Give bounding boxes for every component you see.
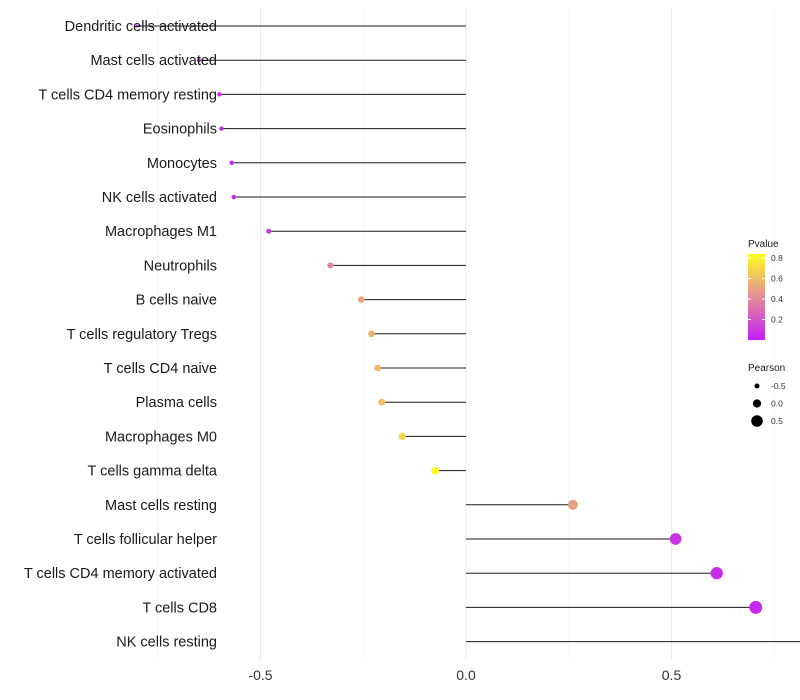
lollipop-point <box>368 330 375 338</box>
category-label: Macrophages M0 <box>105 429 217 445</box>
category-labels: Dendritic cells activated Mast cells acti… <box>24 19 218 651</box>
pearson-legend-dot <box>754 383 760 389</box>
category-label: T cells regulatory Tregs <box>67 327 217 343</box>
lollipop-point <box>229 160 234 166</box>
lollipop-stems <box>137 25 800 643</box>
colorbar-tick-label: 0.2 <box>771 315 783 325</box>
category-label: T cells CD4 memory resting <box>38 87 217 103</box>
colorbar-tick-label: 0.8 <box>771 253 783 263</box>
lollipop-point <box>749 600 763 614</box>
pearson-legend-title: Pearson <box>748 363 785 374</box>
lollipop-points <box>135 24 763 614</box>
category-label: T cells CD4 naive <box>104 361 217 377</box>
category-label: B cells naive <box>136 293 217 309</box>
category-label: Plasma cells <box>136 395 217 411</box>
lollipop-point <box>327 262 334 269</box>
pearson-legend-label: 0.0 <box>771 399 783 409</box>
lollipop-point <box>374 364 382 372</box>
category-label: Dendritic cells activated <box>65 19 217 35</box>
pvalue-colorbar-ticks: 0.2 0.4 0.6 0.8 <box>748 253 783 325</box>
category-label: Mast cells resting <box>105 498 217 514</box>
category-label: Neutrophils <box>144 258 217 274</box>
colorbar-tick-label: 0.6 <box>771 274 783 284</box>
x-tick-label: -0.5 <box>248 667 272 683</box>
category-label: Mast cells activated <box>90 53 217 69</box>
category-label: T cells gamma delta <box>88 464 218 480</box>
x-tick-label: 0.5 <box>662 667 682 683</box>
pearson-legend-dot <box>751 415 763 427</box>
pvalue-legend-title: Pvalue <box>748 239 779 250</box>
pearson-legend-items: -0.5 0.0 0.5 <box>751 381 786 427</box>
category-label: NK cells activated <box>102 190 217 206</box>
lollipop-point <box>669 533 682 545</box>
pvalue-colorbar <box>748 254 765 340</box>
lollipop-point <box>431 466 440 475</box>
lollipop-point <box>266 228 272 234</box>
lollipop-point <box>357 296 365 303</box>
lollipop-point <box>398 432 406 441</box>
pearson-legend-dot <box>752 399 762 408</box>
category-label: T cells CD8 <box>142 600 217 616</box>
lollipop-point <box>135 24 139 28</box>
pearson-legend-label: -0.5 <box>771 381 786 391</box>
category-label: Macrophages M1 <box>105 224 217 240</box>
x-tick-label: 0.0 <box>456 667 476 683</box>
category-label: T cells CD4 memory activated <box>24 566 217 582</box>
lollipop-point <box>219 126 224 131</box>
lollipop-point <box>567 499 578 510</box>
lollipop-point <box>231 194 237 200</box>
pvalue-legend: Pvalue 0.2 0.4 0.6 0.8 <box>748 239 783 340</box>
lollipop-point <box>710 567 723 580</box>
lollipop-point <box>378 398 386 406</box>
colorbar-tick-label: 0.4 <box>771 294 783 304</box>
pearson-legend: Pearson -0.5 0.0 0.5 <box>748 363 786 427</box>
gridlines <box>157 8 775 660</box>
lollipop-point <box>217 92 222 97</box>
lollipop-point <box>196 58 201 63</box>
pearson-legend-label: 0.5 <box>771 416 783 426</box>
category-label: T cells follicular helper <box>74 532 217 548</box>
x-axis-ticks: -0.5 0.0 0.5 <box>248 667 681 683</box>
category-label: Eosinophils <box>143 122 217 138</box>
category-label: Monocytes <box>147 156 217 172</box>
category-label: NK cells resting <box>116 635 217 651</box>
